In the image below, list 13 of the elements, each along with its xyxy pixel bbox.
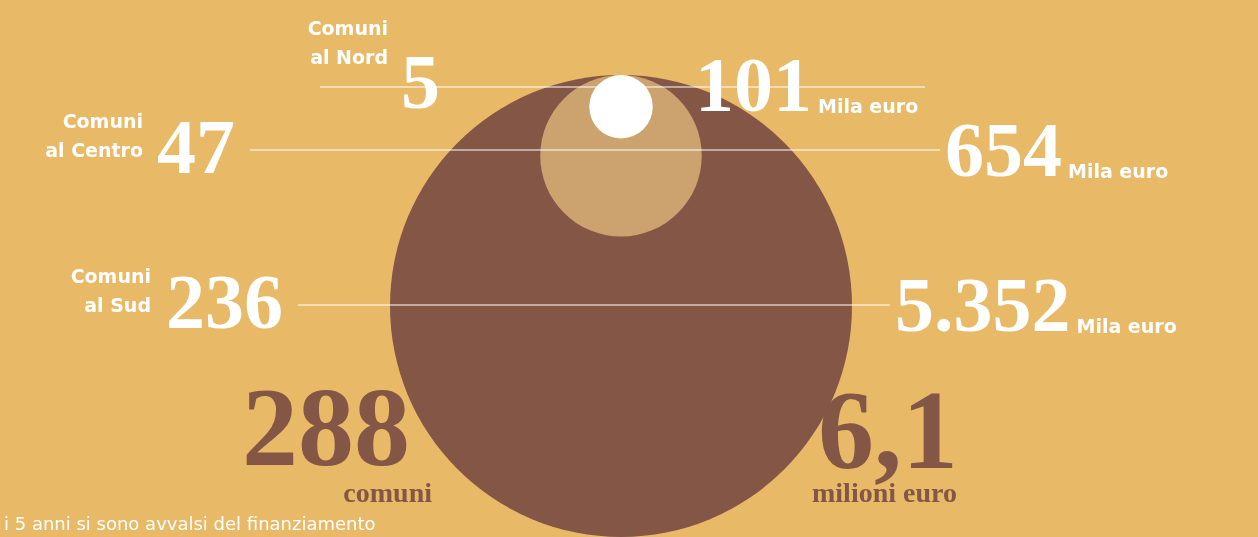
data-label: 47 <box>157 103 235 190</box>
category-label: Comuni al Sud <box>70 265 151 316</box>
data-label: 101 <box>695 41 812 128</box>
text: Mila euro <box>1076 315 1177 337</box>
data-label: 5 <box>401 38 440 125</box>
data-label: 236 <box>166 258 283 345</box>
text: i 5 anni si sono avvalsi del finanziamento <box>4 513 376 534</box>
category-label: Comuni al Centro <box>45 110 143 161</box>
text: Mila euro <box>818 95 919 117</box>
text: Mila euro <box>1068 160 1169 182</box>
data-label: 5.352 <box>895 261 1071 348</box>
category-label: Comuni al Nord <box>307 17 388 68</box>
data-label: 654 <box>945 106 1062 193</box>
